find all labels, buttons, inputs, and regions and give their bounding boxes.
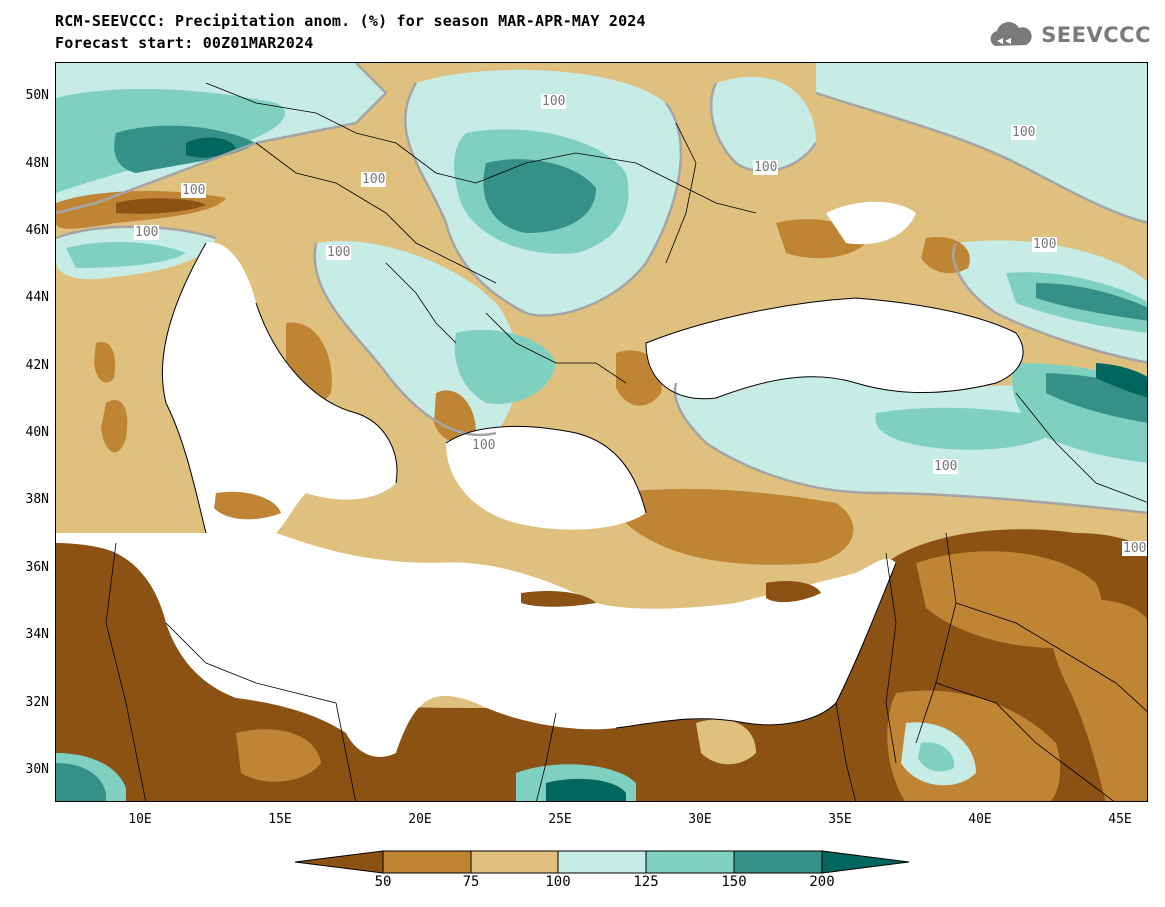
colorbar-swatch-2 xyxy=(470,850,559,874)
colorbar-swatch-0 xyxy=(295,850,384,874)
colorbar-label: 100 xyxy=(545,874,571,890)
lon-label-25e: 25E xyxy=(548,812,572,827)
contour-label: 100 xyxy=(753,160,779,175)
cloud-icon xyxy=(990,22,1032,46)
lat-label-32n: 32N xyxy=(25,695,49,710)
seevccc-logo: SEEVCCC xyxy=(985,20,1151,50)
map-title: RCM-SEEVCCC: Precipitation anom. (%) for… xyxy=(55,12,646,30)
contour-label: 100 xyxy=(1011,125,1037,140)
colorbar-label: 50 xyxy=(374,874,392,890)
logo-text: SEEVCCC xyxy=(1041,23,1151,47)
forecast-start-label: Forecast start: 00Z01MAR2024 xyxy=(55,34,314,52)
precipitation-anomaly-map: 100 100 100 100 100 100 100 100 100 100 … xyxy=(55,62,1148,802)
contour-label: 100 xyxy=(1122,541,1147,556)
lon-label-10e: 10E xyxy=(128,812,152,827)
lat-label-42n: 42N xyxy=(25,358,49,373)
contour-label: 100 xyxy=(933,459,959,474)
lat-label-38n: 38N xyxy=(25,492,49,507)
contour-label: 100 xyxy=(471,438,497,453)
lat-label-50n: 50N xyxy=(25,88,49,103)
lat-label-34n: 34N xyxy=(25,627,49,642)
colorbar-label: 150 xyxy=(721,874,747,890)
colorbar-label: 75 xyxy=(462,874,480,890)
contour-lines-100 xyxy=(56,63,1147,515)
colorbar-label: 200 xyxy=(809,874,835,890)
lon-label-20e: 20E xyxy=(408,812,432,827)
colorbar xyxy=(295,850,910,874)
colorbar-swatch-4 xyxy=(645,850,735,874)
lat-label-48n: 48N xyxy=(25,156,49,171)
lat-label-30n: 30N xyxy=(25,762,49,777)
lon-label-15e: 15E xyxy=(268,812,292,827)
lon-label-35e: 35E xyxy=(828,812,852,827)
coastlines xyxy=(161,242,1024,729)
contour-label: 100 xyxy=(541,94,567,109)
contour-label: 100 xyxy=(326,245,352,260)
contour-label: 100 xyxy=(361,172,387,187)
contour-label: 100 xyxy=(134,225,160,240)
lat-label-46n: 46N xyxy=(25,223,49,238)
lat-label-36n: 36N xyxy=(25,560,49,575)
colorbar-label: 125 xyxy=(633,874,659,890)
map-canvas xyxy=(56,63,1147,801)
country-borders xyxy=(105,82,1147,801)
lon-label-40e: 40E xyxy=(968,812,992,827)
colorbar-swatch-1 xyxy=(382,850,472,874)
colorbar-swatch-5 xyxy=(733,850,823,874)
lon-label-45e: 45E xyxy=(1108,812,1132,827)
contour-label: 100 xyxy=(181,183,207,198)
lat-label-44n: 44N xyxy=(25,290,49,305)
lon-label-30e: 30E xyxy=(688,812,712,827)
lat-label-40n: 40N xyxy=(25,425,49,440)
contour-label: 100 xyxy=(1032,237,1058,252)
colorbar-swatch-6 xyxy=(821,850,910,874)
colorbar-swatch-3 xyxy=(557,850,647,874)
